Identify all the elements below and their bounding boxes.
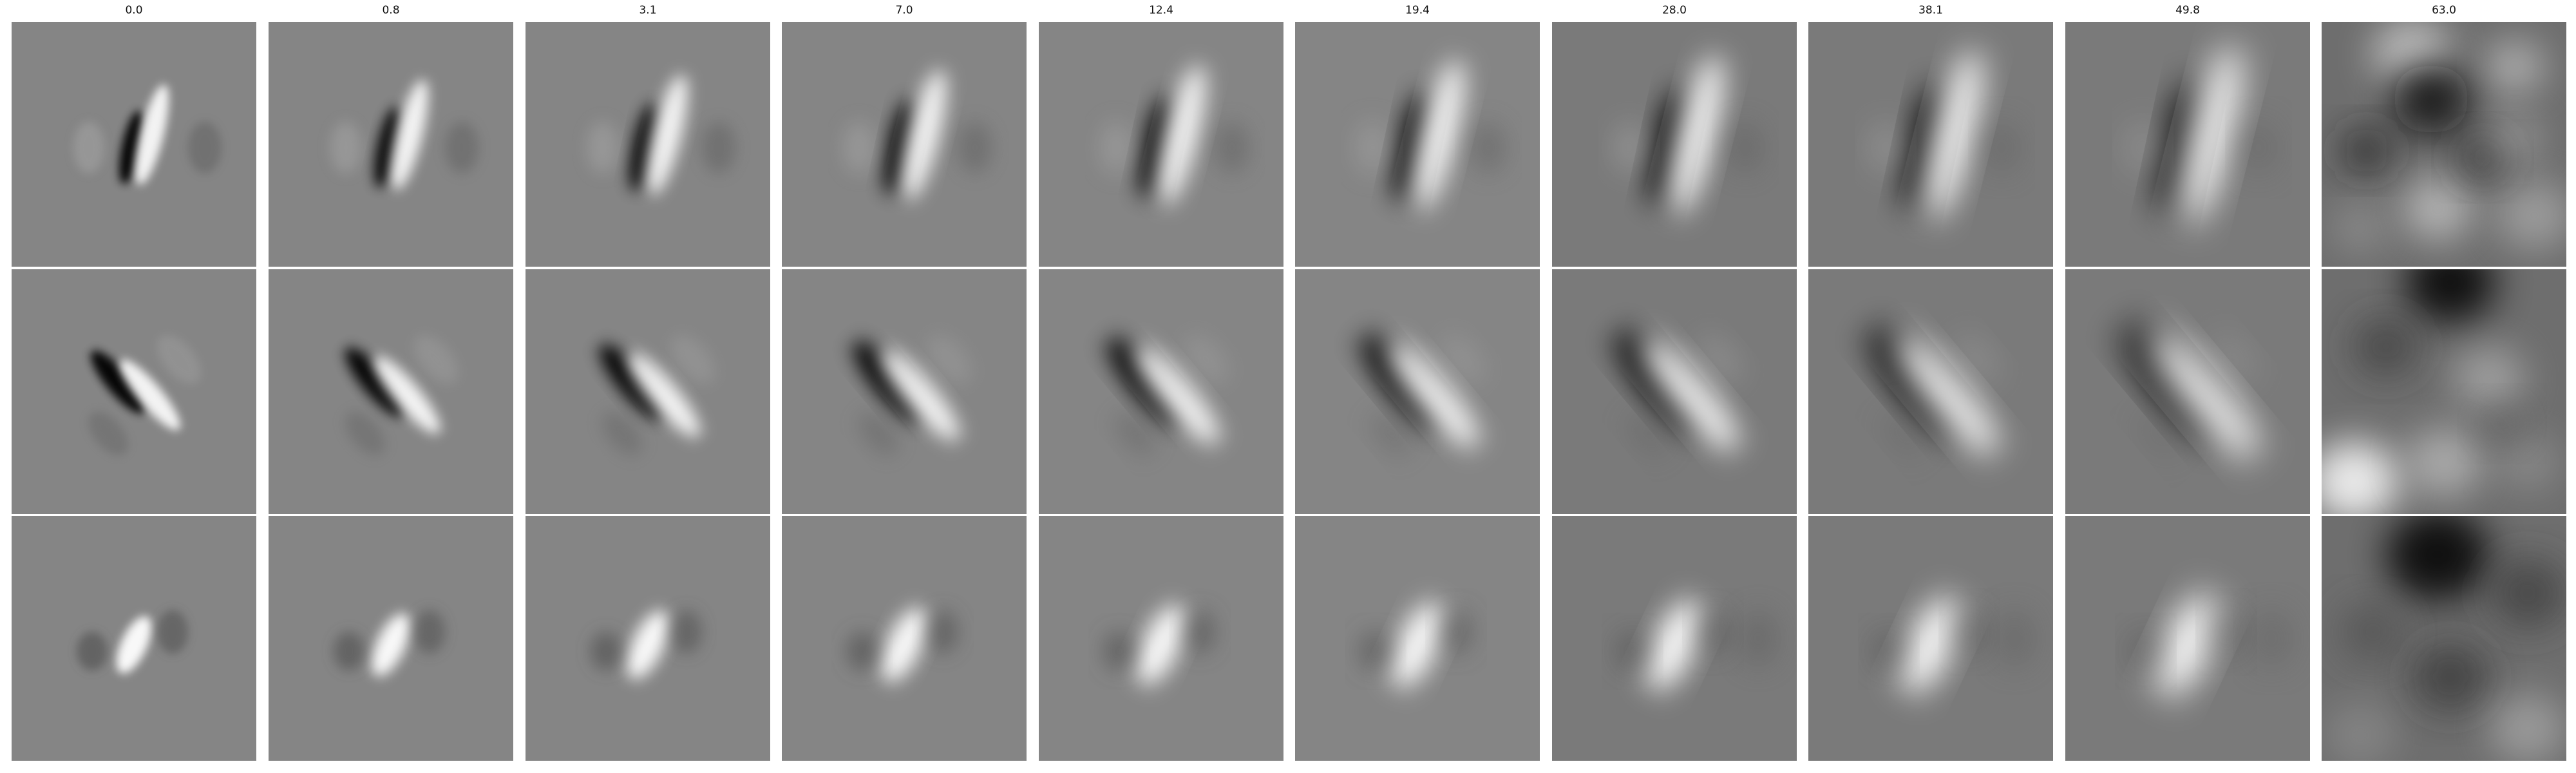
filter-panel-r3-c7	[1552, 516, 1797, 761]
filter-image	[2065, 22, 2310, 267]
filter-image	[2322, 516, 2566, 761]
filter-image	[526, 269, 770, 514]
filter-image	[526, 516, 770, 761]
filter-panel-r1-c9	[2065, 22, 2310, 267]
filter-image	[1552, 269, 1797, 514]
filter-panel-r3-c5	[1039, 516, 1283, 761]
column-title: 38.1	[1918, 4, 1943, 17]
column-title: 49.8	[2175, 4, 2200, 17]
filter-image	[782, 516, 1027, 761]
filter-image	[1295, 516, 1540, 761]
column-title: 28.0	[1662, 4, 1687, 17]
filter-panel-r1-c2	[269, 22, 513, 267]
filter-panel-r3-c4	[782, 516, 1027, 761]
filter-image	[2065, 269, 2310, 514]
filter-image	[269, 516, 513, 761]
filter-panel-r2-c3	[526, 269, 770, 514]
filter-image	[12, 269, 256, 514]
filter-image	[1808, 269, 2053, 514]
column-title: 3.1	[639, 4, 657, 17]
filter-panel-r2-c4	[782, 269, 1027, 514]
column-title: 19.4	[1405, 4, 1430, 17]
column-title: 7.0	[895, 4, 913, 17]
filter-image	[1039, 269, 1283, 514]
filter-image	[1039, 516, 1283, 761]
filter-image	[12, 516, 256, 761]
column-title: 12.4	[1149, 4, 1173, 17]
filter-panel-r2-c6	[1295, 269, 1540, 514]
filter-panel-r1-c10	[2322, 22, 2566, 267]
filter-image	[12, 22, 256, 267]
filter-image	[782, 269, 1027, 514]
filter-image	[1295, 22, 1540, 267]
filter-panel-r1-c7	[1552, 22, 1797, 267]
filter-image	[2322, 22, 2566, 267]
filter-panel-r1-c4	[782, 22, 1027, 267]
filter-image	[1552, 516, 1797, 761]
filter-panel-r2-c2	[269, 269, 513, 514]
filter-panel-r3-c10	[2322, 516, 2566, 761]
filter-panel-r2-c10	[2322, 269, 2566, 514]
filter-panel-r2-c1	[12, 269, 256, 514]
filter-panel-r3-c8	[1808, 516, 2053, 761]
filter-image	[1808, 22, 2053, 267]
column-title: 0.0	[125, 4, 143, 17]
filter-panel-r1-c6	[1295, 22, 1540, 267]
column-title: 63.0	[2432, 4, 2456, 17]
filter-image	[1039, 22, 1283, 267]
filter-panel-r3-c6	[1295, 516, 1540, 761]
filter-image	[526, 22, 770, 267]
filter-image	[1295, 269, 1540, 514]
filter-panel-r2-c9	[2065, 269, 2310, 514]
filter-panel-r3-c3	[526, 516, 770, 761]
filter-panel-r2-c8	[1808, 269, 2053, 514]
column-title: 0.8	[382, 4, 400, 17]
filter-image	[269, 269, 513, 514]
filter-panel-r3-c1	[12, 516, 256, 761]
filter-panel-r2-c7	[1552, 269, 1797, 514]
filter-image	[1808, 516, 2053, 761]
filter-panel-r1-c5	[1039, 22, 1283, 267]
filter-image	[1552, 22, 1797, 267]
filter-panel-r2-c5	[1039, 269, 1283, 514]
filter-panel-r3-c2	[269, 516, 513, 761]
filter-panel-r1-c8	[1808, 22, 2053, 267]
filter-panel-r1-c1	[12, 22, 256, 267]
filter-panel-r1-c3	[526, 22, 770, 267]
filter-image	[2065, 516, 2310, 761]
filter-image	[2322, 269, 2566, 514]
filter-image	[269, 22, 513, 267]
filter-panel-r3-c9	[2065, 516, 2310, 761]
filter-image	[782, 22, 1027, 267]
